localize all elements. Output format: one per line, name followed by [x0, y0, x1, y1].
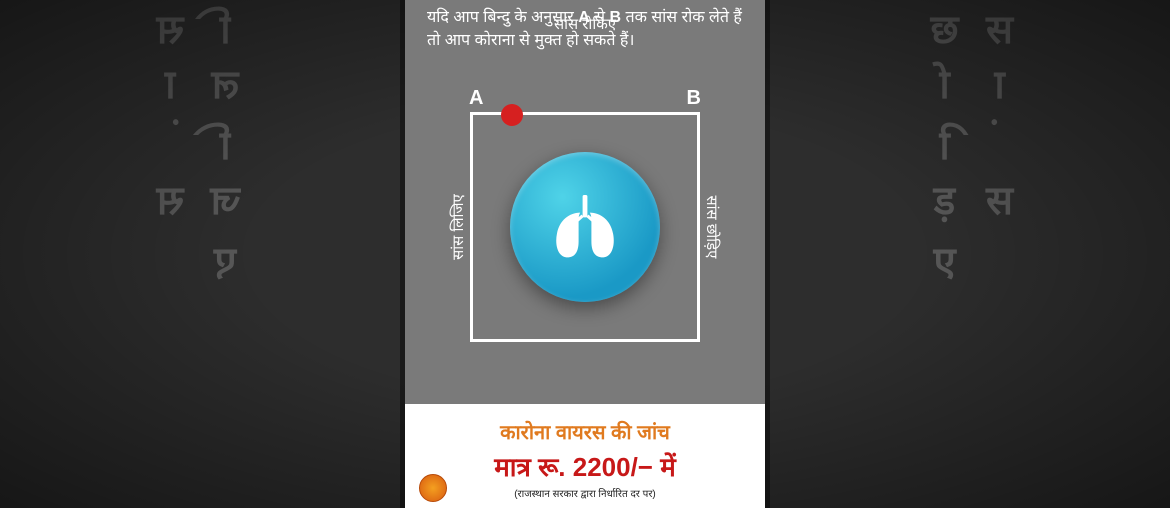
footer-disclaimer: (राजस्थान सरकार द्वारा निर्धारित दर पर)	[417, 486, 753, 500]
bg-right-text: सांस छोड़िए	[915, 0, 1025, 508]
footer-panel: कारोना वायरस की जांच मात्र रू. 2200/− मे…	[405, 404, 765, 508]
lungs-icon	[545, 187, 625, 267]
infographic-card: यदि आप बिन्दु के अनुसार A से B तक सांस र…	[405, 0, 765, 508]
diagram-container: सांस रोकिए A B सांस लिजिए सांस छोड़िए	[405, 62, 765, 404]
lungs-circle	[510, 152, 660, 302]
breathing-square: A B सांस लिजिए सांस छोड़िए	[470, 112, 700, 342]
corner-label-a: A	[469, 87, 483, 110]
side-label-right: सांस छोड़िए	[701, 196, 721, 259]
footer-price: मात्र रू. 2200/− में	[417, 448, 753, 484]
side-label-top: सांस रोकिए	[554, 14, 616, 34]
bg-left-text: सांस लिजिए	[145, 0, 255, 508]
blurred-background-right: सांस छोड़िए	[770, 0, 1170, 508]
seal-badge-icon	[419, 474, 447, 502]
side-label-left: सांस लिजिए	[449, 194, 469, 260]
blurred-background-left: सांस लिजिए	[0, 0, 400, 508]
corner-label-b: B	[687, 87, 701, 110]
tracking-dot	[501, 104, 523, 126]
footer-title: कारोना वायरस की जांच	[417, 418, 753, 445]
